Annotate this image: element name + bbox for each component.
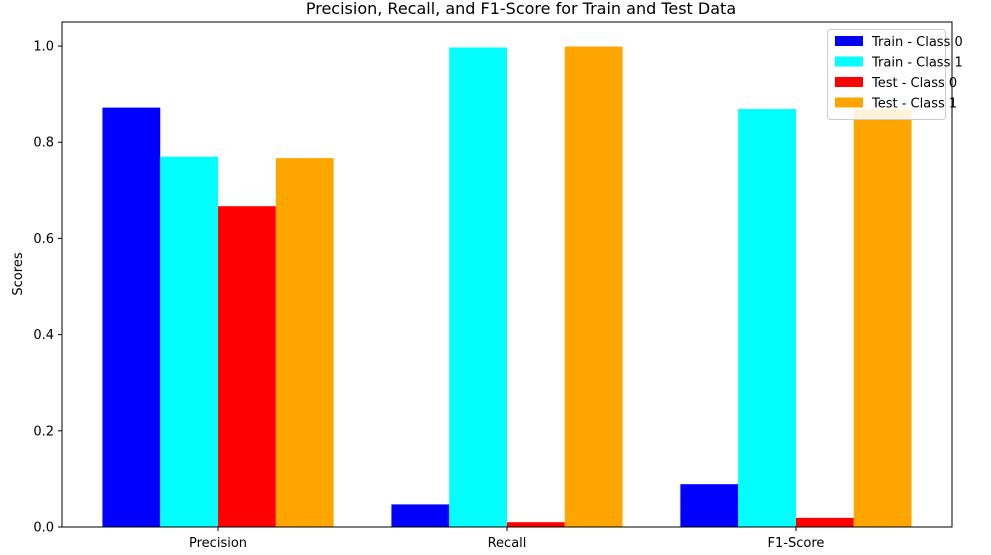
bar-recall-train-class-1 bbox=[449, 47, 507, 527]
legend-swatch bbox=[835, 36, 863, 46]
bar-recall-test-class-1 bbox=[564, 46, 623, 528]
x-tick-label: Recall bbox=[488, 536, 527, 551]
y-tick-label: 0.6 bbox=[33, 232, 54, 247]
y-tick-label: 1.0 bbox=[33, 40, 54, 55]
legend-swatch bbox=[835, 97, 863, 108]
legend-box bbox=[827, 29, 946, 120]
plot-area-frame bbox=[61, 21, 953, 528]
bar-precision-test-class-0 bbox=[218, 206, 276, 527]
x-tick-label: Precision bbox=[189, 536, 247, 551]
bar-precision-train-class-0 bbox=[102, 107, 161, 527]
bar-precision-test-class-1 bbox=[275, 158, 334, 527]
bar-f1-score-train-class-0 bbox=[680, 484, 739, 527]
legend: Train - Class 0 Train - Class 1 Test - Cla… bbox=[827, 29, 963, 120]
y-tick-label: 0.2 bbox=[33, 424, 54, 439]
bar-precision-train-class-1 bbox=[160, 156, 219, 527]
y-axis-ticks: 0.0 0.2 0.4 0.6 0.8 1.0 bbox=[33, 40, 62, 536]
y-axis-label: Scores bbox=[11, 252, 26, 295]
chart-title: Precision, Recall, and F1-Score for Trai… bbox=[306, 0, 736, 18]
legend-swatch bbox=[835, 56, 863, 67]
bar-recall-train-class-0 bbox=[391, 504, 450, 527]
y-tick-label: 0.8 bbox=[33, 136, 54, 151]
legend-label: Train - Class 0 bbox=[871, 35, 963, 50]
legend-swatch bbox=[835, 77, 863, 87]
bar-f1-score-test-class-0 bbox=[795, 517, 854, 527]
legend-label: Test - Class 1 bbox=[871, 97, 957, 112]
x-tick-label: F1-Score bbox=[768, 536, 825, 551]
legend-label: Train - Class 1 bbox=[871, 56, 963, 71]
x-axis-ticks: Precision Recall F1-Score bbox=[189, 527, 824, 551]
bar-f1-score-test-class-1 bbox=[853, 109, 912, 528]
y-tick-label: 0.4 bbox=[33, 328, 54, 343]
bars-layer bbox=[102, 46, 912, 528]
bar-f1-score-train-class-1 bbox=[738, 109, 796, 528]
bar-recall-test-class-0 bbox=[507, 522, 565, 527]
y-tick-label: 0.0 bbox=[33, 521, 54, 536]
legend-label: Test - Class 0 bbox=[871, 76, 957, 91]
